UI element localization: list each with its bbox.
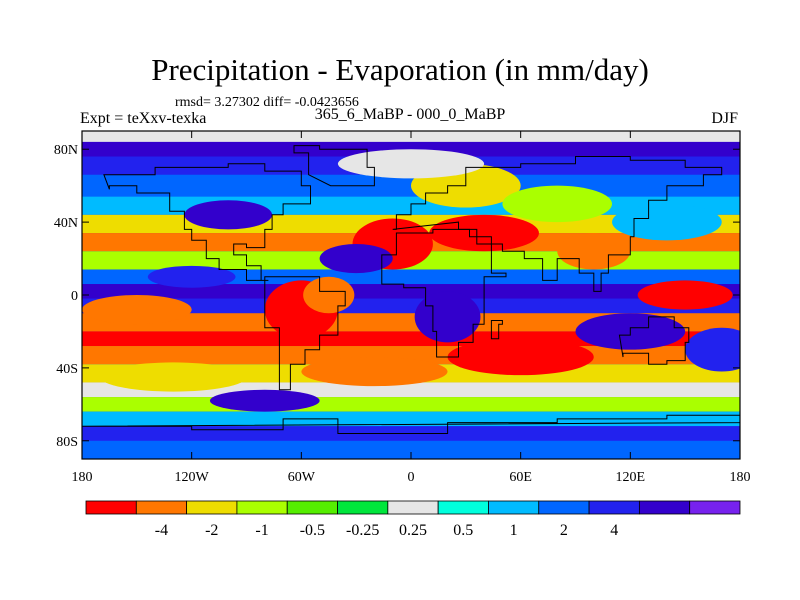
longitude-axis: 180 120W 60W 0 60E 120E 180 (72, 131, 751, 485)
colorbar-label: -1 (255, 522, 268, 539)
colorbar-label: -0.5 (300, 522, 325, 539)
colorbar-swatch (387, 500, 439, 515)
subtitle: 365_6_MaBP - 000_0_MaBP (314, 106, 506, 123)
colorbar-swatch (538, 500, 590, 515)
colorbar-label: -2 (205, 522, 218, 539)
chart-title: Precipitation - Evaporation (in mm/day) (151, 52, 649, 87)
lat-tick-label: 40N (54, 216, 78, 231)
colorbar-label: 1 (510, 522, 518, 539)
coastline (82, 145, 740, 434)
season-label: DJF (711, 110, 738, 127)
lat-tick-label: 0 (71, 289, 78, 304)
colorbar-label: 4 (610, 522, 618, 539)
colorbar-swatch (437, 500, 489, 515)
colorbar-swatch (488, 500, 540, 515)
experiment-label: Expt = teXxv-texka (80, 110, 207, 127)
precip-minus-evap-field (82, 131, 740, 459)
colorbar-swatch (236, 500, 288, 515)
colorbar-label: -0.25 (346, 522, 379, 539)
colorbar-swatch (135, 500, 188, 515)
lat-tick-label: 80S (56, 435, 78, 450)
lon-tick-label: 60W (288, 470, 316, 485)
lon-tick-label: 120E (616, 470, 646, 485)
lat-tick-label: 80N (54, 143, 78, 158)
lon-tick-label: 180 (730, 470, 751, 485)
colorbar-label: -4 (155, 522, 168, 539)
colorbar-swatch (85, 500, 137, 515)
lon-tick-label: 180 (72, 470, 93, 485)
rmsd-stats-text: rmsd= 3.27302 diff= -0.0423656 (175, 95, 359, 110)
colorbar-swatch (638, 500, 691, 515)
lon-tick-label: 120W (175, 470, 210, 485)
colorbar-label: 2 (560, 522, 568, 539)
colorbar-swatch (337, 500, 389, 515)
colorbar-label: 0.25 (399, 522, 427, 539)
lon-tick-label: 0 (408, 470, 415, 485)
colorbar-label: 0.5 (453, 522, 473, 539)
latitude-axis: 80N 40N 0 40S 80S (54, 143, 740, 450)
lat-tick-label: 40S (56, 362, 78, 377)
colorbar-swatch (186, 500, 238, 515)
colorbar-swatch (286, 500, 338, 515)
lon-tick-label: 60E (509, 470, 532, 485)
colorbar-swatch (588, 500, 640, 515)
colorbar-swatch (689, 500, 741, 515)
